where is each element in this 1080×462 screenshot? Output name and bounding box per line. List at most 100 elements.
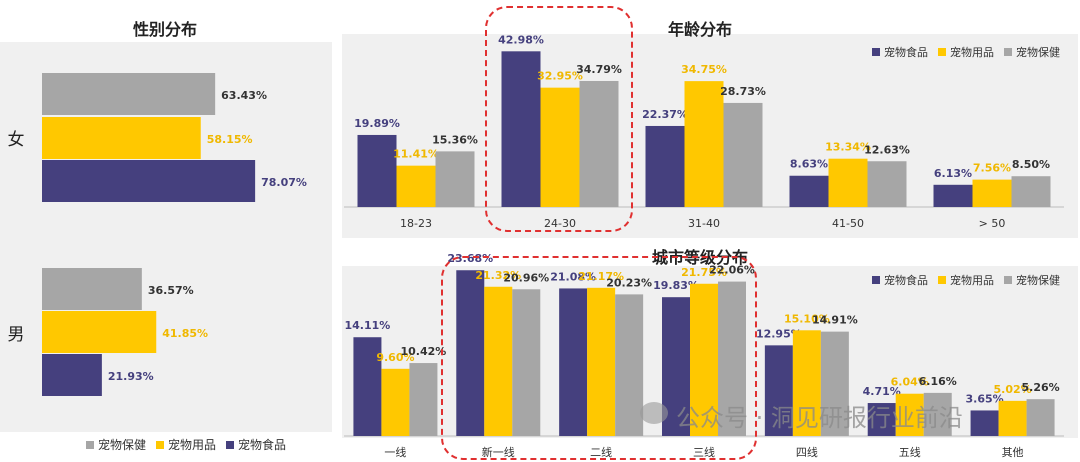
legend-item-supplies: 宠物用品: [156, 436, 216, 453]
city-bar: [484, 286, 513, 436]
gender-data-label: 36.57%: [148, 284, 194, 297]
age-data-label: 32.95%: [537, 70, 583, 83]
swatch-food: [226, 440, 235, 449]
age-data-label: 19.89%: [354, 117, 400, 130]
legend-item-food: 宠物食品: [872, 44, 928, 60]
city-data-label: 3.65%: [965, 392, 1003, 405]
age-data-label: 8.63%: [790, 158, 828, 171]
city-data-label: 9.60%: [376, 351, 414, 364]
age-data-label: 12.63%: [864, 143, 910, 156]
city-bar: [512, 289, 541, 436]
legend-label-health: 宠物保健: [98, 438, 147, 452]
age-tick-label: 31-40: [688, 217, 720, 230]
city-data-label: 20.23%: [606, 276, 652, 289]
age-tick-label: 24-30: [544, 217, 576, 230]
city-bar: [764, 345, 793, 436]
city-tick-label: 其他: [1002, 446, 1024, 459]
city-data-label: 14.11%: [345, 319, 391, 332]
age-bar: [684, 81, 724, 207]
city-bar: [1026, 399, 1055, 436]
watermark-text: 公众号 · 洞见研报行业前沿: [676, 404, 963, 432]
city-data-label: 21.17%: [578, 270, 624, 283]
age-bar: [933, 184, 973, 207]
legend-label-health: 宠物保健: [1016, 46, 1060, 59]
city-data-label: 4.71%: [863, 385, 901, 398]
swatch-health: [86, 440, 94, 449]
swatch-supplies: [938, 48, 946, 56]
city-data-label: 19.83%: [653, 279, 699, 292]
swatch-food: [872, 276, 880, 284]
city-legend: 宠物食品 宠物用品 宠物保健: [872, 272, 1060, 288]
city-data-label: 21.75%: [681, 266, 727, 279]
age-legend: 宠物食品 宠物用品 宠物保健: [872, 44, 1060, 60]
city-bar: [690, 283, 718, 436]
age-bar: [501, 51, 541, 207]
age-bar: [1011, 176, 1051, 207]
city-bar: [718, 281, 746, 436]
gender-category-label: 女: [8, 130, 25, 150]
city-data-label: 6.04%: [891, 376, 929, 389]
swatch-supplies: [938, 276, 946, 284]
city-tick-label: 三线: [693, 445, 715, 459]
gender-bar: [42, 73, 216, 115]
age-bar: [867, 161, 907, 207]
city-bar: [587, 287, 616, 436]
age-data-label: 7.56%: [973, 162, 1011, 175]
gender-data-label: 21.93%: [108, 370, 154, 383]
legend-label-supplies: 宠物用品: [950, 274, 994, 287]
gender-bar: [42, 117, 201, 159]
city-bar: [895, 393, 924, 436]
city-bar: [381, 368, 410, 436]
legend-item-supplies: 宠物用品: [938, 44, 994, 60]
gender-data-label: 41.85%: [162, 327, 208, 340]
age-bar: [645, 125, 685, 207]
age-tick-label: > 50: [979, 217, 1006, 230]
age-data-label: 13.34%: [825, 141, 871, 154]
city-bar: [998, 400, 1027, 436]
city-bar: [867, 403, 896, 436]
city-data-label: 6.16%: [919, 375, 957, 388]
age-data-label: 34.79%: [576, 63, 622, 76]
legend-label-food: 宠物食品: [884, 46, 928, 59]
gender-bar: [42, 311, 157, 353]
city-data-label: 20.96%: [503, 271, 549, 284]
city-bar: [792, 330, 821, 436]
city-tick-label: 二线: [590, 445, 612, 459]
age-highlight-oval: [485, 6, 633, 232]
age-data-label: 11.41%: [393, 148, 439, 161]
age-bar: [972, 179, 1012, 207]
age-data-label: 34.75%: [681, 63, 727, 76]
age-bar: [828, 158, 868, 207]
legend-label-supplies: 宠物用品: [168, 438, 217, 452]
gender-bar: [42, 268, 142, 310]
age-chart-title: 年龄分布: [667, 20, 732, 39]
legend-item-food: 宠物食品: [226, 436, 286, 453]
city-data-label: 21.08%: [550, 270, 596, 283]
age-bar: [357, 134, 397, 207]
city-data-label: 15.10%: [784, 312, 830, 325]
city-data-label: 5.26%: [1021, 381, 1059, 394]
city-bar: [820, 331, 849, 436]
legend-label-health: 宠物保健: [1016, 274, 1060, 287]
age-data-label: 8.50%: [1012, 158, 1050, 171]
city-data-label: 14.91%: [812, 314, 858, 327]
city-tick-label: 一线: [384, 445, 406, 459]
city-bar: [353, 337, 382, 436]
swatch-health: [1004, 48, 1012, 56]
gender-data-label: 63.43%: [221, 89, 267, 102]
city-bar: [615, 294, 644, 436]
gender-chart-title: 性别分布: [132, 20, 197, 39]
city-bar: [456, 270, 485, 436]
legend-item-health: 宠物保健: [1004, 272, 1060, 288]
city-bar: [559, 288, 588, 436]
age-bar: [789, 175, 829, 207]
age-bar: [435, 151, 475, 207]
swatch-supplies: [156, 440, 165, 449]
gender-bar: [42, 160, 256, 202]
gender-bar: [42, 354, 102, 396]
wechat-icon: [640, 402, 668, 424]
city-bar: [970, 410, 999, 436]
legend-label-food: 宠物食品: [238, 438, 287, 452]
city-data-label: 5.02%: [993, 383, 1031, 396]
